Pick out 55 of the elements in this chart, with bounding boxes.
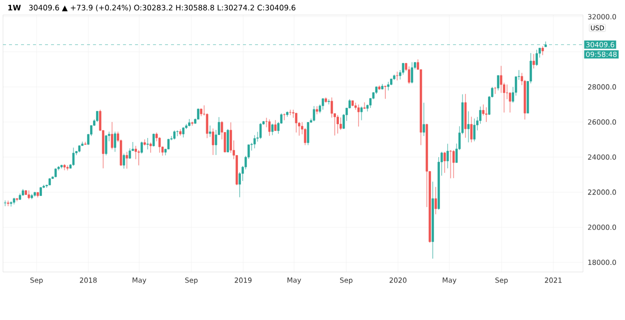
candlestick <box>312 106 316 122</box>
candlestick <box>152 134 155 147</box>
candlestick <box>138 150 140 166</box>
candlestick <box>485 107 488 122</box>
candlestick <box>330 97 333 118</box>
candlestick <box>363 102 366 110</box>
candlestick <box>316 106 318 115</box>
candlestick <box>497 75 500 91</box>
candlestick <box>473 118 476 142</box>
candlestick <box>268 119 271 136</box>
candlestick <box>66 165 69 171</box>
candlestick <box>467 111 470 143</box>
candlestick <box>140 141 143 154</box>
candlestick <box>532 54 535 69</box>
candlestick <box>336 114 339 134</box>
candlestick <box>384 86 386 100</box>
candlestick <box>150 142 152 153</box>
candlestick <box>446 144 449 169</box>
candlestick <box>104 134 108 156</box>
candlestick <box>357 104 360 127</box>
candlestick <box>173 130 176 140</box>
candlestick <box>208 125 212 138</box>
candlestick <box>322 98 324 110</box>
candlestick <box>408 66 410 84</box>
candlestick <box>72 147 75 166</box>
candlestick <box>274 120 277 132</box>
candlestick <box>110 122 114 150</box>
candlestick <box>410 62 414 84</box>
candlestick <box>295 112 298 133</box>
candlestick <box>536 49 538 66</box>
candlestick <box>444 152 446 174</box>
candlestick <box>212 128 214 156</box>
candlestick <box>271 124 274 136</box>
candlestick <box>146 138 149 150</box>
candlestick <box>126 152 128 169</box>
candlestick <box>306 122 310 146</box>
candlestick <box>494 86 496 94</box>
candlestick <box>396 71 398 81</box>
candlestick <box>128 148 131 160</box>
candlestick <box>63 164 66 170</box>
candlestick <box>226 128 229 153</box>
candlestick <box>422 102 426 136</box>
candlestick <box>114 131 116 152</box>
candlestick <box>434 186 437 215</box>
candlestick <box>253 134 256 149</box>
candlestick <box>265 118 268 128</box>
candlestick <box>452 150 455 178</box>
candlestick <box>10 201 12 207</box>
candlestick <box>122 153 126 169</box>
candlestick <box>360 106 363 120</box>
candlestick <box>96 110 98 122</box>
candlestick <box>259 122 262 140</box>
candlestick <box>470 116 473 143</box>
candlestick <box>449 150 452 179</box>
candlestick <box>340 117 342 130</box>
